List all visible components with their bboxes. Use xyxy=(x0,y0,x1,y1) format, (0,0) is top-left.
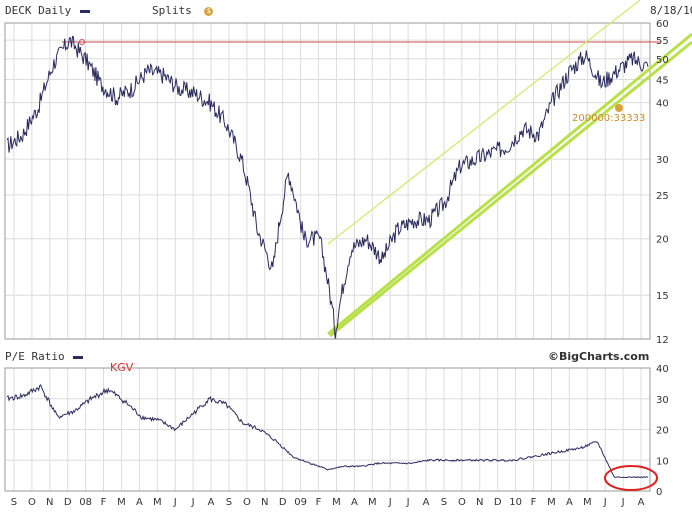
trend-line-middle xyxy=(327,32,692,336)
x-tick-label: M xyxy=(547,497,556,508)
x-tick-label: M xyxy=(368,497,377,508)
upper-y-axis: 12 15 20 25 30 40 45 50 55 60 xyxy=(656,19,669,346)
y-tick-label: 0 xyxy=(656,487,662,498)
x-tick-label: A xyxy=(638,497,645,508)
x-tick-label: O xyxy=(28,497,36,508)
x-tick-label: J xyxy=(406,497,410,508)
split-ratio-label: 200000:33333 xyxy=(572,113,645,124)
x-tick-label: J xyxy=(173,497,177,508)
split-marker-icon xyxy=(615,104,623,112)
legend-swatch-icon xyxy=(79,9,90,13)
x-tick-label: A xyxy=(423,497,430,508)
x-tick-label: A xyxy=(351,497,358,508)
x-tick-label: S xyxy=(226,497,232,508)
x-tick-label: M xyxy=(583,497,592,508)
x-tick-label: J xyxy=(621,497,625,508)
lower-panel-frame xyxy=(4,367,651,492)
y-tick-label: 25 xyxy=(656,191,669,202)
y-tick-label: 55 xyxy=(656,36,669,47)
x-tick-label: O xyxy=(243,497,251,508)
y-tick-label: 40 xyxy=(656,364,669,375)
upper-grid xyxy=(5,22,650,340)
y-tick-label: 40 xyxy=(656,99,669,110)
y-tick-label: 20 xyxy=(656,426,669,437)
x-tick-label: A xyxy=(566,497,573,508)
x-tick-label: F xyxy=(316,497,322,508)
y-tick-label: 60 xyxy=(656,19,669,30)
x-tick-label: 10 xyxy=(509,497,522,508)
x-tick-label: J xyxy=(603,497,607,508)
y-tick-label: 10 xyxy=(656,456,669,467)
x-tick-label: O xyxy=(458,497,466,508)
x-tick-label: M xyxy=(332,497,341,508)
trend-lines xyxy=(327,0,692,338)
upper-panel-frame xyxy=(4,22,651,340)
y-tick-label: 12 xyxy=(656,335,669,346)
x-tick-label: S xyxy=(441,497,447,508)
trend-line-upper xyxy=(327,0,641,245)
x-axis: S O N D 08 F M A M J J A S O N D 09 F M A M J J A S O N D 10 F M A M J J A xyxy=(11,497,645,508)
y-tick-label: 30 xyxy=(656,155,669,166)
price-series-line xyxy=(6,35,649,339)
x-tick-label: D xyxy=(64,497,72,508)
y-tick-label: 50 xyxy=(656,55,669,66)
x-tick-label: F xyxy=(101,497,107,508)
symbol-label: DECK Daily xyxy=(5,4,90,17)
y-tick-label: 20 xyxy=(656,235,669,246)
y-tick-label: 15 xyxy=(656,291,669,302)
x-tick-label: D xyxy=(279,497,287,508)
x-tick-label: 09 xyxy=(294,497,307,508)
y-tick-label: 45 xyxy=(656,75,669,86)
x-tick-label: J xyxy=(191,497,195,508)
x-tick-label: M xyxy=(117,497,126,508)
lower-grid xyxy=(5,367,650,492)
pe-highlight-circle xyxy=(604,465,658,491)
peak-marker-icon xyxy=(79,39,85,45)
trend-line-lower xyxy=(329,40,692,338)
pe-series-line xyxy=(6,384,649,479)
x-tick-label: A xyxy=(208,497,215,508)
x-tick-label: N xyxy=(46,497,53,508)
bigcharts-brand: ©BigCharts.com xyxy=(548,350,650,363)
legend-swatch-icon xyxy=(73,355,84,359)
x-tick-label: F xyxy=(531,497,537,508)
x-tick-label: J xyxy=(388,497,392,508)
x-tick-label: D xyxy=(494,497,502,508)
splits-coin-icon: $ xyxy=(204,6,214,16)
splits-legend: Splits $ xyxy=(152,4,214,17)
chart-date: 8/18/10 xyxy=(650,4,692,17)
x-tick-label: N xyxy=(261,497,268,508)
x-tick-label: N xyxy=(476,497,483,508)
x-tick-label: A xyxy=(136,497,143,508)
x-tick-label: S xyxy=(11,497,17,508)
x-tick-label: 08 xyxy=(79,497,92,508)
x-tick-label: M xyxy=(153,497,162,508)
pe-panel-title: P/E Ratio xyxy=(5,350,84,363)
lower-y-axis: 0 10 20 30 40 xyxy=(656,364,669,498)
y-tick-label: 30 xyxy=(656,395,669,406)
